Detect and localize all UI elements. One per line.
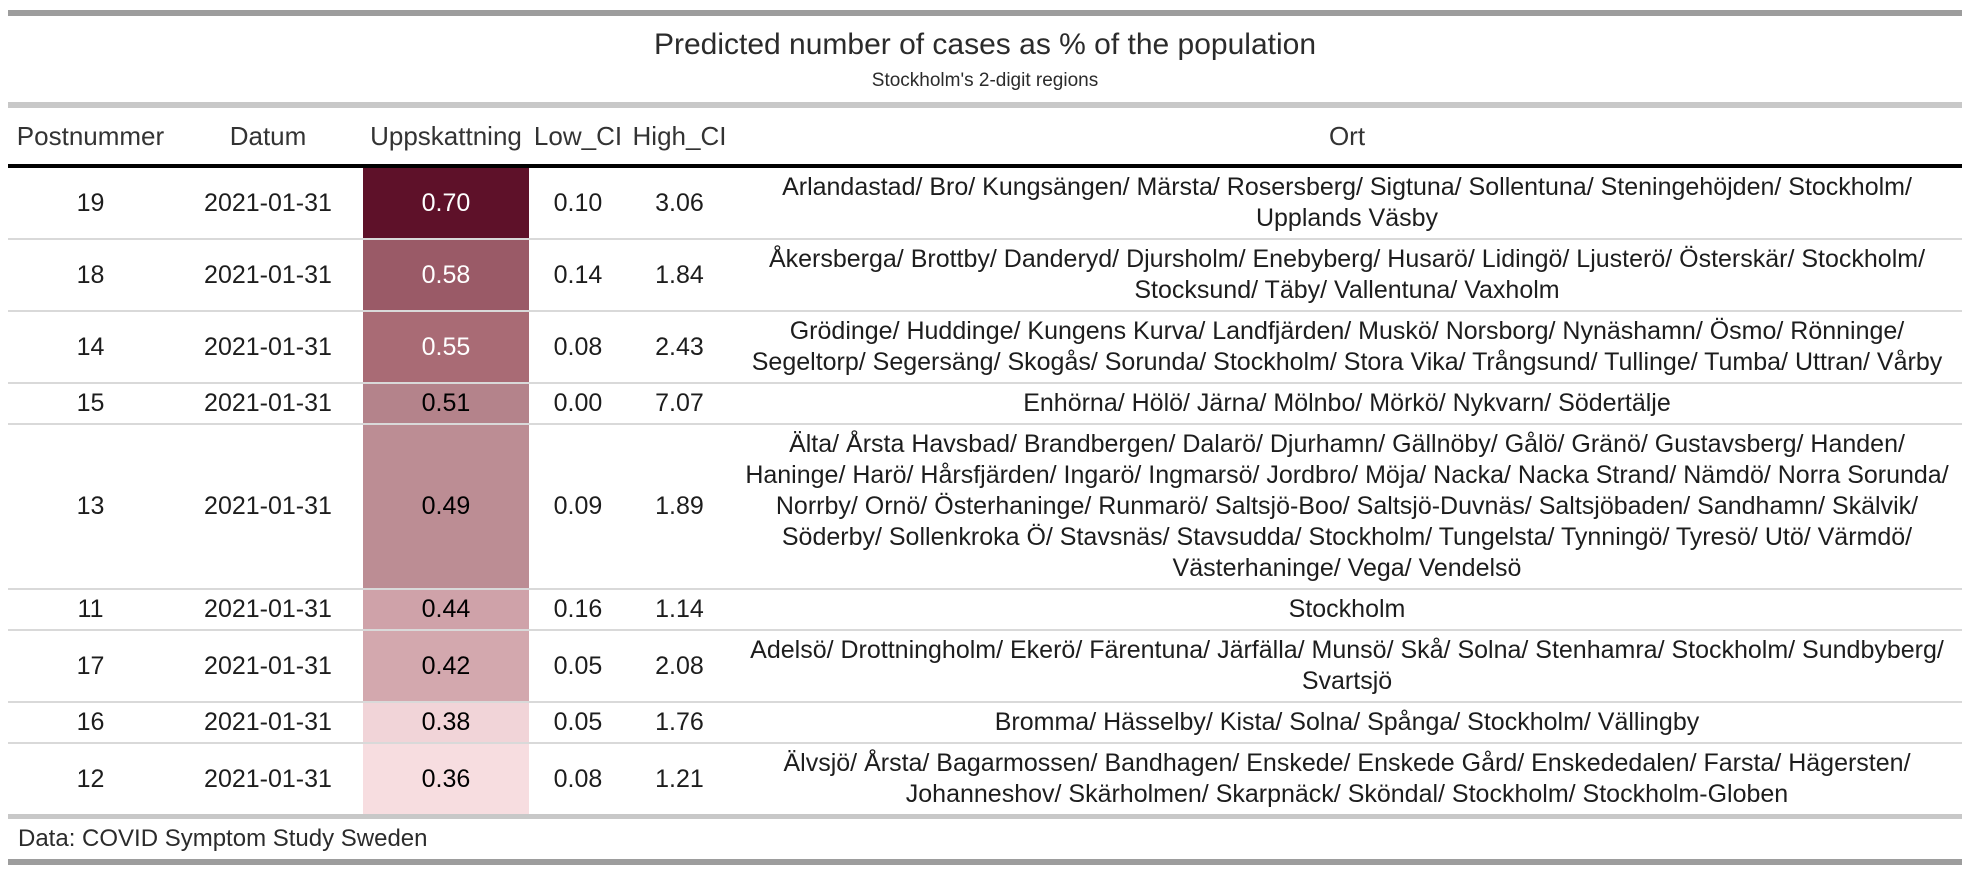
cell-high-ci: 1.21 bbox=[655, 764, 704, 793]
cell-datum: 2021-01-31 bbox=[204, 260, 332, 289]
top-border-bar bbox=[8, 10, 1962, 16]
footer-divider-bar bbox=[8, 814, 1962, 819]
cell-low-ci: 0.00 bbox=[553, 389, 603, 417]
cell-high-ci: 1.76 bbox=[655, 708, 704, 736]
table-row: 14 2021-01-31 0.55 0.08 2.43 Grödinge/ H… bbox=[8, 310, 1962, 382]
cell-postnummer: 14 bbox=[76, 332, 105, 361]
cell-low-ci: 0.08 bbox=[553, 764, 603, 793]
cell-low-ci: 0.05 bbox=[553, 651, 603, 680]
source-note: Data: COVID Symptom Study Sweden bbox=[18, 825, 428, 852]
cell-datum: 2021-01-31 bbox=[204, 332, 332, 361]
cell-ort: Åkersberga/ Brottby/ Danderyd/ Djursholm… bbox=[768, 245, 1926, 304]
cell-uppskattning: 0.58 bbox=[363, 240, 529, 310]
table-row: 13 2021-01-31 0.49 0.09 1.89 Älta/ Årsta… bbox=[8, 423, 1962, 588]
table-row: 11 2021-01-31 0.44 0.16 1.14 Stockholm bbox=[8, 588, 1962, 629]
column-header-datum: Datum bbox=[229, 120, 307, 151]
cell-datum: 2021-01-31 bbox=[204, 389, 332, 417]
cell-datum: 2021-01-31 bbox=[204, 651, 332, 680]
cell-ort: Adelsö/ Drottningholm/ Ekerö/ Färentuna/… bbox=[750, 636, 1944, 695]
cell-postnummer: 16 bbox=[76, 708, 105, 736]
cell-uppskattning: 0.42 bbox=[363, 631, 529, 701]
table-row: 19 2021-01-31 0.70 0.10 3.06 Arlandastad… bbox=[8, 168, 1962, 238]
column-header-row: Postnummer Datum Uppskattning Low_CI Hig… bbox=[8, 108, 1962, 168]
cell-postnummer: 19 bbox=[76, 188, 105, 217]
cell-low-ci: 0.09 bbox=[553, 492, 603, 520]
cell-uppskattning: 0.44 bbox=[363, 590, 529, 629]
table-subtitle: Stockholm's 2-digit regions bbox=[871, 70, 1099, 91]
cell-high-ci: 2.08 bbox=[655, 651, 704, 680]
cell-postnummer: 18 bbox=[76, 260, 105, 289]
cell-high-ci: 1.14 bbox=[655, 595, 704, 623]
cell-ort: Stockholm bbox=[1288, 595, 1406, 623]
cases-table: Predicted number of cases as % of the po… bbox=[8, 10, 1962, 865]
table-title: Predicted number of cases as % of the po… bbox=[653, 28, 1317, 61]
cell-datum: 2021-01-31 bbox=[204, 708, 332, 736]
cell-high-ci: 7.07 bbox=[655, 389, 704, 417]
header-divider-bar bbox=[8, 102, 1962, 108]
cell-uppskattning: 0.36 bbox=[363, 744, 529, 814]
bottom-border-bar bbox=[8, 859, 1962, 865]
cell-uppskattning: 0.70 bbox=[363, 168, 529, 238]
cell-low-ci: 0.10 bbox=[553, 188, 603, 217]
table-body: 19 2021-01-31 0.70 0.10 3.06 Arlandastad… bbox=[8, 168, 1962, 814]
cell-postnummer: 13 bbox=[76, 492, 105, 520]
cell-ort: Grödinge/ Huddinge/ Kungens Kurva/ Landf… bbox=[751, 317, 1943, 376]
cell-low-ci: 0.08 bbox=[553, 332, 603, 361]
cell-postnummer: 11 bbox=[77, 595, 104, 623]
table-header: Predicted number of cases as % of the po… bbox=[8, 16, 1962, 102]
cell-low-ci: 0.14 bbox=[553, 260, 603, 289]
cell-datum: 2021-01-31 bbox=[204, 188, 332, 217]
column-header-uppskattning: Uppskattning bbox=[370, 120, 522, 151]
cell-datum: 2021-01-31 bbox=[204, 595, 332, 623]
cell-postnummer: 15 bbox=[76, 389, 105, 417]
table-row: 17 2021-01-31 0.42 0.05 2.08 Adelsö/ Dro… bbox=[8, 629, 1962, 701]
cell-uppskattning: 0.49 bbox=[363, 425, 529, 588]
table-row: 15 2021-01-31 0.51 0.00 7.07 Enhörna/ Hö… bbox=[8, 382, 1962, 423]
table-row: 16 2021-01-31 0.38 0.05 1.76 Bromma/ Häs… bbox=[8, 701, 1962, 742]
cell-ort: Bromma/ Hässelby/ Kista/ Solna/ Spånga/ … bbox=[994, 708, 1700, 736]
cell-ort: Älta/ Årsta Havsbad/ Brandbergen/ Dalarö… bbox=[745, 430, 1949, 582]
cell-datum: 2021-01-31 bbox=[204, 764, 332, 793]
table-row: 12 2021-01-31 0.36 0.08 1.21 Älvsjö/ Års… bbox=[8, 742, 1962, 814]
column-header-ort: Ort bbox=[1328, 120, 1366, 151]
table-row: 18 2021-01-31 0.58 0.14 1.84 Åkersberga/… bbox=[8, 238, 1962, 310]
cell-postnummer: 17 bbox=[76, 651, 105, 680]
cell-ort: Arlandastad/ Bro/ Kungsängen/ Märsta/ Ro… bbox=[782, 173, 1912, 232]
cell-ort: Älvsjö/ Årsta/ Bagarmossen/ Bandhagen/ E… bbox=[783, 749, 1911, 808]
cell-low-ci: 0.16 bbox=[553, 595, 603, 623]
cell-high-ci: 1.84 bbox=[655, 260, 704, 289]
column-header-low-ci: Low_CI bbox=[533, 120, 623, 151]
cell-uppskattning: 0.38 bbox=[363, 703, 529, 742]
cell-datum: 2021-01-31 bbox=[204, 492, 332, 520]
cell-ort: Enhörna/ Hölö/ Järna/ Mölnbo/ Mörkö/ Nyk… bbox=[1023, 389, 1671, 417]
column-header-postnummer: Postnummer bbox=[16, 120, 165, 151]
cell-high-ci: 2.43 bbox=[655, 332, 704, 361]
cell-uppskattning: 0.51 bbox=[363, 384, 529, 423]
cell-postnummer: 12 bbox=[76, 764, 105, 793]
cell-high-ci: 3.06 bbox=[655, 188, 704, 217]
column-header-high-ci: High_CI bbox=[632, 120, 727, 151]
cell-high-ci: 1.89 bbox=[655, 492, 704, 520]
cell-low-ci: 0.05 bbox=[553, 708, 603, 736]
cell-uppskattning: 0.55 bbox=[363, 312, 529, 382]
